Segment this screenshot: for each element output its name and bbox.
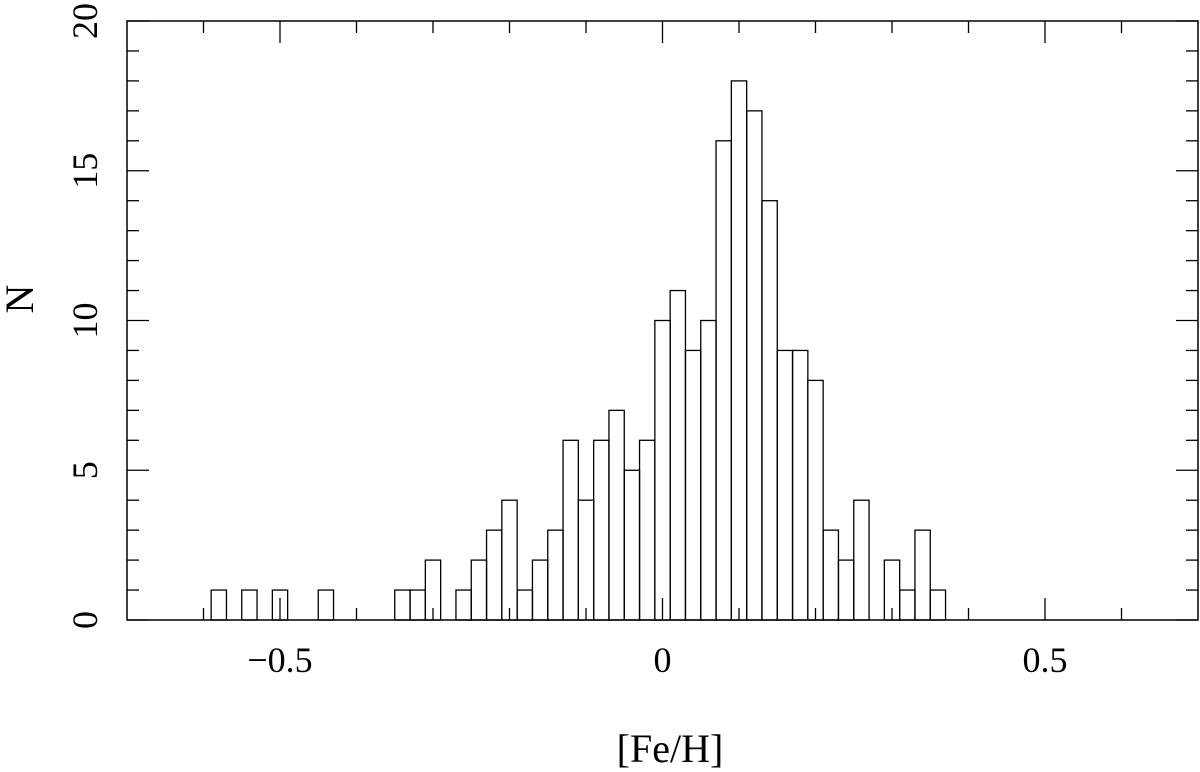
y-tick-label: 10	[65, 303, 105, 339]
y-tick-label: 5	[65, 461, 105, 479]
x-tick-label: 0.5	[1023, 640, 1068, 680]
y-tick-label: 20	[65, 3, 105, 39]
x-tick-label: −0.5	[247, 640, 312, 680]
x-tick-label: 0	[654, 640, 672, 680]
y-axis-title: N	[0, 285, 42, 314]
y-tick-label: 15	[65, 153, 105, 189]
x-tick-labels: −0.5 0 0.5	[247, 640, 1067, 680]
x-axis-title: [Fe/H]	[617, 726, 724, 771]
plot-frame	[126, 20, 1199, 621]
y-tick-labels: 0 5 10 15 20	[65, 3, 105, 629]
y-tick-label: 0	[65, 611, 105, 629]
